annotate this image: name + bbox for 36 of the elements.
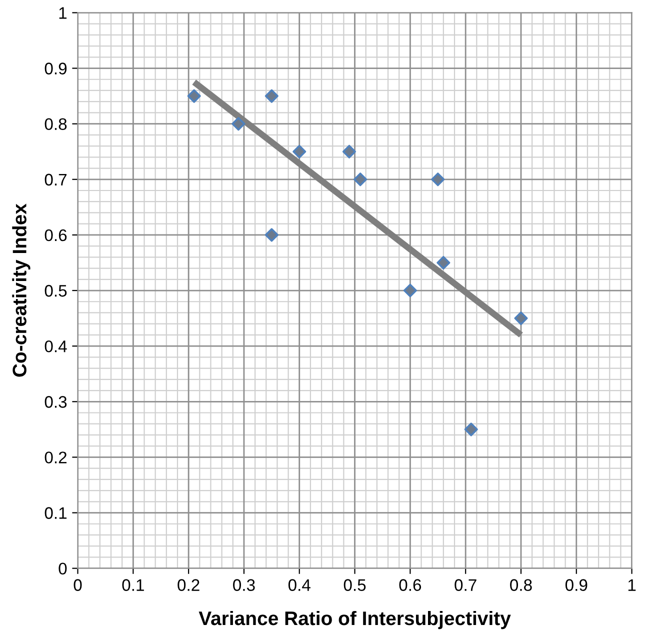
y-tick-label: 0.8 (44, 118, 67, 130)
point (264, 89, 278, 103)
point (403, 284, 417, 298)
x-tick-label: 0.5 (344, 579, 366, 591)
y-tick-label: 0.2 (44, 452, 67, 464)
x-tick-label: 0.2 (178, 579, 200, 591)
x-axis-title: Variance Ratio of Intersubjectivity (198, 610, 511, 630)
point (436, 256, 450, 270)
point (354, 172, 368, 186)
y-tick-label: 0.6 (44, 229, 67, 242)
y-tick-label: 0.7 (44, 174, 67, 186)
x-tick-label: 0.7 (454, 579, 476, 591)
point (187, 89, 201, 103)
x-tick-label: 1 (628, 579, 636, 591)
y-tick-label: 1 (59, 7, 67, 19)
point (232, 117, 246, 131)
y-tick-label: 0.9 (44, 62, 67, 74)
y-tick-label: 0.4 (44, 340, 67, 352)
x-tick-label: 0.8 (510, 579, 532, 591)
y-tick-label: 0.5 (44, 284, 67, 297)
point (514, 311, 528, 326)
point (431, 172, 445, 186)
x-tick-label: 0 (74, 579, 82, 591)
x-tick-label: 0.4 (288, 579, 310, 591)
point (342, 144, 356, 158)
x-tick-label: 0.1 (122, 579, 144, 591)
y-axis-title: Co-creativity Index (12, 204, 30, 377)
x-tick-label: 0.3 (233, 579, 255, 591)
y-tick-label: 0 (58, 562, 67, 575)
point (292, 144, 306, 158)
point (464, 422, 478, 436)
y-tick-label: 0.3 (44, 396, 67, 408)
y-tick-label: 0.1 (44, 507, 67, 519)
x-tick-label: 0.6 (399, 579, 422, 591)
point (264, 228, 278, 242)
x-tick-label: 0.9 (565, 579, 588, 591)
